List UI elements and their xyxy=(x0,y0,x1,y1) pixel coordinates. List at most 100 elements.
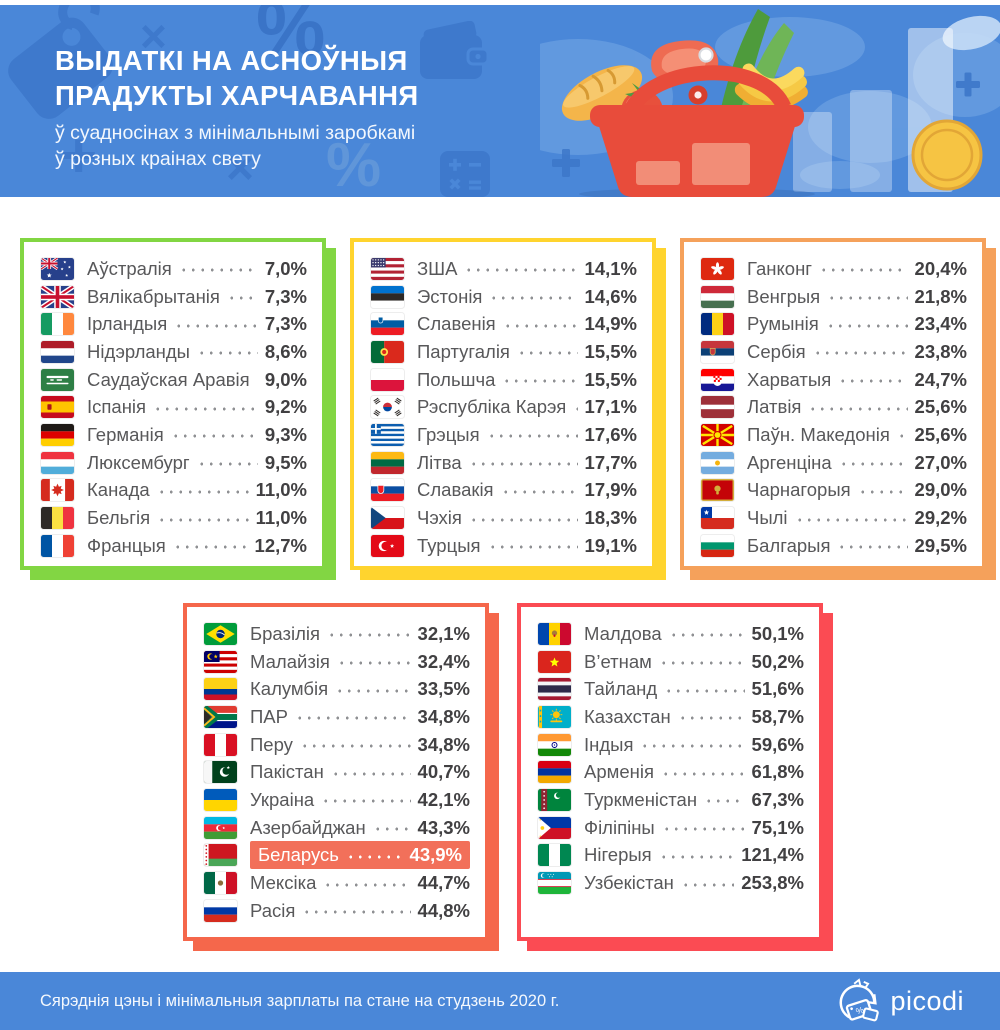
flag-tr-icon xyxy=(371,534,404,557)
country-value: 51,6% xyxy=(751,678,804,700)
country-row-content: Францыя 12,7% xyxy=(87,535,307,557)
dotted-leader xyxy=(573,406,578,411)
country-row-au: Аўстралія 7,0% xyxy=(41,255,307,283)
dotted-leader xyxy=(323,882,411,887)
country-name: Нігерыя xyxy=(584,844,652,866)
country-name: Азербайджан xyxy=(250,816,366,838)
country-row-content: Сербія 23,8% xyxy=(747,341,967,363)
country-row-content: Венгрыя 21,8% xyxy=(747,286,967,308)
flag-nl-icon xyxy=(41,340,74,363)
country-row-th: Тайланд 51,6% xyxy=(538,675,804,703)
flag-be-icon xyxy=(41,507,74,530)
country-name: Венгрыя xyxy=(747,285,821,307)
country-name: Калумбія xyxy=(250,678,329,700)
country-value: 44,8% xyxy=(417,899,470,921)
flag-by-icon xyxy=(204,844,237,867)
country-row-content: Грэцыя 17,6% xyxy=(417,424,637,446)
country-name: Румынія xyxy=(747,313,819,335)
flag-ca-icon xyxy=(41,479,74,502)
dotted-leader xyxy=(172,545,248,550)
dotted-leader xyxy=(196,462,258,467)
dotted-leader xyxy=(178,268,258,273)
country-value: 253,8% xyxy=(741,872,804,894)
flag-sa-icon xyxy=(41,368,74,391)
svg-text:%: % xyxy=(855,1004,866,1016)
country-row-kz: Казахстан 58,7% xyxy=(538,703,804,731)
flag-hr-icon xyxy=(701,368,734,391)
flag-me-icon xyxy=(701,479,734,502)
country-row-content: Калумбія 33,5% xyxy=(250,678,470,700)
country-row-si: Славенія 14,9% xyxy=(371,310,637,338)
plus-icon: + xyxy=(60,119,98,191)
flag-au-icon xyxy=(41,257,74,280)
dotted-leader xyxy=(486,434,578,439)
dotted-leader xyxy=(664,688,745,693)
country-row-content: Бельгія 11,0% xyxy=(87,507,307,529)
country-row-ee: Эстонія 14,6% xyxy=(371,283,637,311)
country-row-mx: Мексіка 44,7% xyxy=(204,869,470,897)
country-row-content: Паўн. Македонія 25,6% xyxy=(747,424,967,446)
country-row-content: Пакістан 40,7% xyxy=(250,761,470,783)
country-row-content: Польшча 15,5% xyxy=(417,369,637,391)
dotted-leader xyxy=(680,882,735,887)
country-row-vn: В’етнам 50,2% xyxy=(538,648,804,676)
dotted-leader xyxy=(808,406,908,411)
flag-pl-icon xyxy=(371,368,404,391)
country-row-content: Германія 9,3% xyxy=(87,424,307,446)
flag-es-icon xyxy=(41,396,74,419)
country-row-gb: Вялікабрытанія 7,3% xyxy=(41,283,307,311)
country-row-pe: Перу 34,8% xyxy=(204,731,470,759)
dotted-leader xyxy=(896,434,908,439)
multiply-icon: × xyxy=(140,10,167,62)
country-name: Малдова xyxy=(584,622,662,644)
country-value: 34,8% xyxy=(417,705,470,727)
country-row-content: Ганконг 20,4% xyxy=(747,258,967,280)
country-value: 7,3% xyxy=(264,285,307,307)
dotted-leader xyxy=(500,489,578,494)
flag-vn-icon xyxy=(538,650,571,673)
dotted-leader xyxy=(302,910,411,915)
country-name: Харватыя xyxy=(747,368,832,390)
country-row-me: Чарнагорыя 29,0% xyxy=(701,477,967,505)
country-row-content: Люксембург 9,5% xyxy=(87,452,307,474)
highlighted-country-row: Беларусь 43,9% xyxy=(250,841,470,870)
country-row-content: Румынія 23,4% xyxy=(747,313,967,335)
country-value: 43,9% xyxy=(409,844,462,866)
dotted-leader xyxy=(174,323,258,328)
country-row-es: Іспанія 9,2% xyxy=(41,393,307,421)
country-row-content: Азербайджан 43,3% xyxy=(250,817,470,839)
country-row-sk: Славакія 17,9% xyxy=(371,477,637,505)
flag-pk-icon xyxy=(204,761,237,784)
flag-ng-icon xyxy=(538,844,571,867)
country-row-content: Партугалія 15,5% xyxy=(417,341,637,363)
dotted-leader xyxy=(819,268,908,273)
country-value: 12,7% xyxy=(254,534,307,556)
country-row-ie: Ірландыя 7,3% xyxy=(41,310,307,338)
country-value: 7,0% xyxy=(264,257,307,279)
country-value: 32,4% xyxy=(417,650,470,672)
country-name: Туркменістан xyxy=(584,788,698,810)
country-row-content: Узбекістан 253,8% xyxy=(584,872,804,894)
country-name: Саудаўская Аравія xyxy=(87,368,250,390)
country-name: Казахстан xyxy=(584,705,671,727)
country-value: 11,0% xyxy=(255,507,307,529)
country-name: Германія xyxy=(87,423,164,445)
flag-ro-icon xyxy=(701,313,734,336)
page-subtitle: ў суадносінах з мінімальнымі заробкамі ў… xyxy=(55,122,416,170)
flag-sk-icon xyxy=(371,479,404,502)
country-row-ar: Аргенціна 27,0% xyxy=(701,449,967,477)
country-value: 121,4% xyxy=(741,844,804,866)
dotted-leader xyxy=(294,716,411,721)
country-name: Індыя xyxy=(584,733,634,755)
country-name: Бельгія xyxy=(87,507,151,529)
flag-bg-icon xyxy=(701,534,734,557)
country-value: 23,8% xyxy=(914,340,967,362)
country-row-content: Індыя 59,6% xyxy=(584,734,804,756)
plus-icon xyxy=(552,72,980,177)
country-name: Украіна xyxy=(250,788,315,810)
country-value: 7,3% xyxy=(264,313,307,335)
country-row-mk: Паўн. Македонія 25,6% xyxy=(701,421,967,449)
country-row-content: Малдова 50,1% xyxy=(584,623,804,645)
flag-ph-icon xyxy=(538,816,571,839)
country-row-pl: Польшча 15,5% xyxy=(371,366,637,394)
